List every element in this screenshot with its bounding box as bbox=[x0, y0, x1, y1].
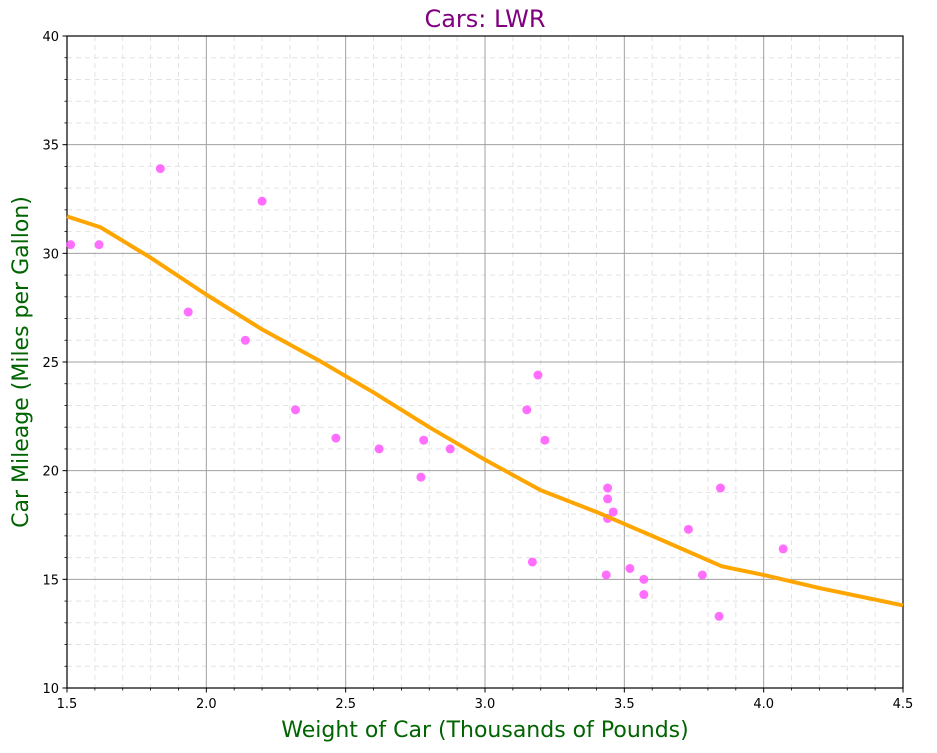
data-point bbox=[66, 240, 76, 250]
y-tick-label: 10 bbox=[42, 682, 59, 697]
lwr-curve-layer bbox=[66, 214, 904, 608]
data-point bbox=[683, 524, 693, 534]
data-point bbox=[714, 611, 724, 621]
scatter-points bbox=[66, 164, 788, 621]
data-point bbox=[603, 494, 613, 504]
y-tick-label: 40 bbox=[42, 30, 59, 45]
y-axis-label: Car Mileage (Miles per Gallon) bbox=[9, 196, 34, 528]
data-point bbox=[416, 472, 426, 482]
x-tick-label: 4.0 bbox=[753, 697, 774, 712]
x-tick-label: 4.5 bbox=[893, 697, 914, 712]
data-point bbox=[715, 483, 725, 493]
y-tick-label: 15 bbox=[42, 573, 59, 588]
data-point bbox=[639, 574, 649, 584]
data-point bbox=[778, 544, 788, 554]
y-tick-label: 30 bbox=[42, 247, 59, 262]
data-point bbox=[94, 240, 104, 250]
major-grid bbox=[66, 35, 904, 689]
data-point bbox=[527, 557, 537, 567]
x-tick-label: 3.5 bbox=[614, 697, 635, 712]
data-point bbox=[183, 307, 193, 317]
axis-ticks bbox=[62, 35, 904, 693]
data-point bbox=[155, 164, 165, 174]
data-point bbox=[445, 444, 455, 454]
data-point bbox=[540, 435, 550, 445]
data-point bbox=[374, 444, 384, 454]
data-point bbox=[291, 405, 301, 415]
data-point bbox=[331, 433, 341, 443]
data-point bbox=[625, 563, 635, 573]
lwr-curve bbox=[66, 214, 904, 608]
x-tick-label: 2.5 bbox=[335, 697, 356, 712]
x-tick-label: 2.0 bbox=[196, 697, 217, 712]
data-point bbox=[601, 570, 611, 580]
y-tick-label: 25 bbox=[42, 356, 59, 371]
data-point bbox=[522, 405, 532, 415]
data-point bbox=[533, 370, 543, 380]
x-tick-label: 3.0 bbox=[475, 697, 496, 712]
data-point bbox=[419, 435, 429, 445]
x-axis-label: Weight of Car (Thousands of Pounds) bbox=[281, 718, 688, 743]
chart-title: Cars: LWR bbox=[424, 5, 545, 33]
data-point bbox=[603, 483, 613, 493]
data-point bbox=[639, 590, 649, 600]
data-point bbox=[697, 570, 707, 580]
data-point bbox=[608, 507, 618, 517]
x-tick-label: 1.5 bbox=[57, 697, 78, 712]
data-point bbox=[240, 335, 250, 345]
y-tick-label: 20 bbox=[42, 465, 59, 480]
y-tick-label: 35 bbox=[42, 139, 59, 154]
tick-labels: 1.5 2.0 2.5 3.0 3.5 4.0 4.5 10 15 20 25 30 35 40 bbox=[42, 30, 913, 712]
data-point bbox=[257, 196, 267, 206]
